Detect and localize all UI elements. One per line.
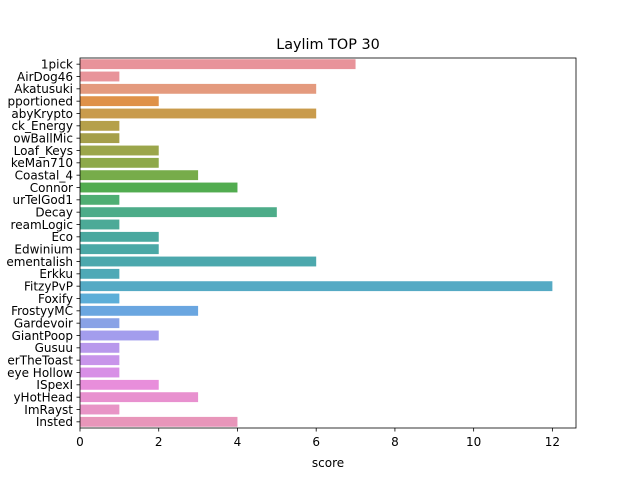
category-label: Loaf_Keys <box>14 144 73 158</box>
bar <box>80 83 317 94</box>
x-tick-label: 10 <box>466 435 481 449</box>
x-tick-label: 12 <box>545 435 560 449</box>
plot-frame <box>79 57 577 429</box>
x-tick-label: 8 <box>391 435 399 449</box>
category-label: Insted <box>36 415 73 429</box>
bar <box>80 219 120 230</box>
category-label: FrostyyMC <box>11 304 73 318</box>
bar <box>80 404 120 415</box>
bar <box>80 231 159 242</box>
bar <box>80 170 199 181</box>
bar <box>80 96 159 107</box>
bar <box>80 59 356 70</box>
category-label: Decay <box>35 205 73 219</box>
category-label: FitzyPvP <box>24 279 73 293</box>
bar <box>80 416 238 427</box>
category-label: Gardevoir <box>14 316 73 330</box>
bar <box>80 293 120 304</box>
bar <box>80 330 159 341</box>
bar <box>80 318 120 329</box>
chart-title: Laylim TOP 30 <box>276 37 380 53</box>
category-label: abyKrypto <box>11 107 73 121</box>
x-axis-label: score <box>312 456 344 470</box>
bar <box>80 342 120 353</box>
bar <box>80 355 120 366</box>
category-label: ck_Energy <box>11 119 73 133</box>
bar <box>80 120 120 131</box>
category-label: Akatusuki <box>14 82 73 96</box>
category-label: eye Hollow <box>7 366 73 380</box>
category-label: 1pick <box>41 57 73 71</box>
bar <box>80 71 120 82</box>
category-label: urTelGod1 <box>13 193 73 207</box>
category-label: Edwinium <box>14 242 73 256</box>
bar <box>80 367 120 378</box>
x-ticks-group: 0 2 4 6 8 10 12 <box>76 428 560 449</box>
x-tick-label: 4 <box>234 435 242 449</box>
y-ticks-group <box>76 63 80 423</box>
category-label: AirDog46 <box>17 70 73 84</box>
category-label: ISpexI <box>36 378 73 392</box>
x-tick-label: 2 <box>155 435 163 449</box>
category-label: ImRayst <box>24 403 73 417</box>
bar <box>80 207 277 218</box>
category-label: ementalish <box>6 255 73 269</box>
bar <box>80 256 317 267</box>
bar <box>80 305 199 316</box>
x-tick-label: 0 <box>76 435 84 449</box>
category-label: erTheToast <box>7 353 73 367</box>
category-label: Erkku <box>39 267 73 281</box>
category-label: Eco <box>51 230 73 244</box>
bar <box>80 108 317 119</box>
category-label: owBallMic <box>13 131 73 145</box>
category-label: Foxify <box>38 292 73 306</box>
x-tick-label: 6 <box>312 435 320 449</box>
category-label: pportioned <box>8 94 74 108</box>
category-label: yHotHead <box>13 390 73 404</box>
category-label: Coastal_4 <box>15 168 73 182</box>
bars-group <box>80 59 553 427</box>
bar <box>80 244 159 255</box>
category-label: Connor <box>30 181 73 195</box>
bar <box>80 392 199 403</box>
category-labels-group: 1pickAirDog46AkatusukipportionedabyKrypt… <box>6 57 73 429</box>
bar <box>80 268 120 279</box>
bar <box>80 157 159 168</box>
bar <box>80 281 553 292</box>
bar <box>80 145 159 156</box>
category-label: keMan710 <box>11 156 73 170</box>
category-label: reamLogic <box>11 218 73 232</box>
category-label: Gusuu <box>35 341 73 355</box>
bar <box>80 194 120 205</box>
bar <box>80 182 238 193</box>
bar <box>80 379 159 390</box>
bar <box>80 133 120 144</box>
category-label: GiantPoop <box>12 329 73 343</box>
